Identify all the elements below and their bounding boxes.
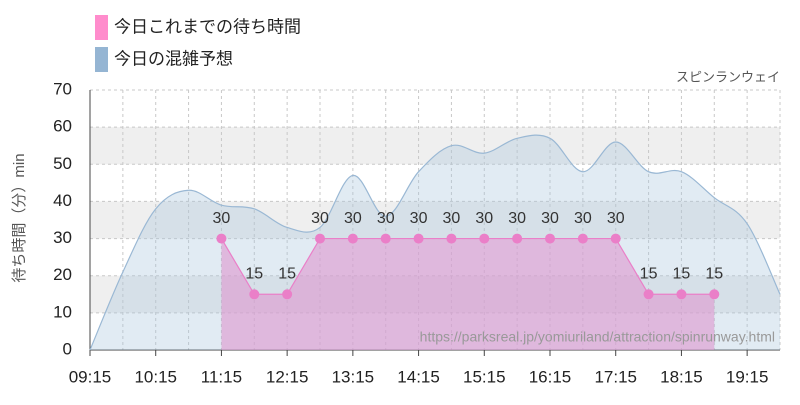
x-tick-label: 18:15	[660, 367, 703, 386]
x-tick-label: 10:15	[134, 367, 177, 386]
y-axis-label: 待ち時間（分）min	[11, 153, 28, 282]
data-label: 15	[245, 266, 263, 283]
y-tick-label: 60	[53, 117, 72, 136]
x-tick-label: 15:15	[463, 367, 506, 386]
series-line	[220, 237, 715, 295]
data-label: 15	[640, 266, 658, 283]
source-url: https://parksreal.jp/yomiuriland/attract…	[420, 329, 775, 345]
grid-band	[90, 127, 780, 165]
data-point	[413, 233, 424, 244]
legend-swatch	[95, 15, 108, 40]
data-label: 30	[377, 210, 395, 227]
grid-band	[90, 201, 780, 239]
y-tick-label: 20	[53, 265, 72, 284]
x-tick-label: 17:15	[594, 367, 637, 386]
data-point	[545, 233, 555, 244]
data-point	[216, 233, 227, 244]
data-label: 15	[673, 266, 691, 283]
x-tick-label: 12:15	[266, 367, 309, 386]
legend-label: 今日これまでの待ち時間	[114, 17, 301, 36]
data-label: 30	[311, 210, 329, 227]
data-label: 15	[705, 266, 723, 283]
legend-swatch	[95, 47, 108, 72]
data-label: 15	[278, 266, 296, 283]
x-tick-label: 11:15	[201, 367, 242, 386]
y-tick-label: 70	[53, 79, 72, 98]
data-label: 30	[475, 210, 493, 227]
data-point	[315, 233, 325, 244]
data-point	[479, 233, 490, 244]
data-label: 30	[410, 210, 428, 227]
data-point	[446, 233, 457, 244]
data-point	[249, 289, 260, 300]
x-tick-label: 14:15	[397, 367, 440, 386]
y-tick-label: 10	[53, 302, 72, 321]
data-point	[347, 233, 358, 244]
data-label: 30	[508, 210, 526, 227]
plot: 09:15 10:15 11:15 12:15 13:15 14:15 15:15 16:15…	[53, 79, 781, 386]
series-line	[89, 134, 781, 351]
y-tick-label: 0	[63, 339, 72, 358]
y-tick-label: 40	[53, 191, 72, 210]
x-tick-label: 09:15	[69, 367, 112, 386]
area-fill	[221, 238, 715, 350]
data-label: 30	[213, 210, 231, 227]
data-point	[512, 233, 523, 244]
data-point	[709, 289, 720, 300]
y-tick-label: 50	[53, 154, 72, 173]
x-tick-label: 19:15	[726, 367, 769, 386]
chart-title: スピンランウェイ	[676, 69, 780, 84]
data-label: 30	[541, 210, 559, 227]
y-tick-label: 30	[53, 228, 72, 247]
legend-label: 今日の混雑予想	[114, 49, 233, 68]
data-point	[643, 289, 654, 300]
data-label: 30	[344, 210, 362, 227]
data-label: 30	[574, 210, 592, 227]
data-point	[610, 233, 621, 244]
data-label: 30	[443, 210, 461, 227]
x-tick-label: 16:15	[529, 367, 572, 386]
x-tick-label: 13:15	[332, 367, 375, 386]
data-point	[577, 233, 588, 244]
data-point	[676, 289, 687, 300]
data-point	[282, 289, 293, 300]
data-label: 30	[607, 210, 625, 227]
data-point	[380, 233, 391, 244]
